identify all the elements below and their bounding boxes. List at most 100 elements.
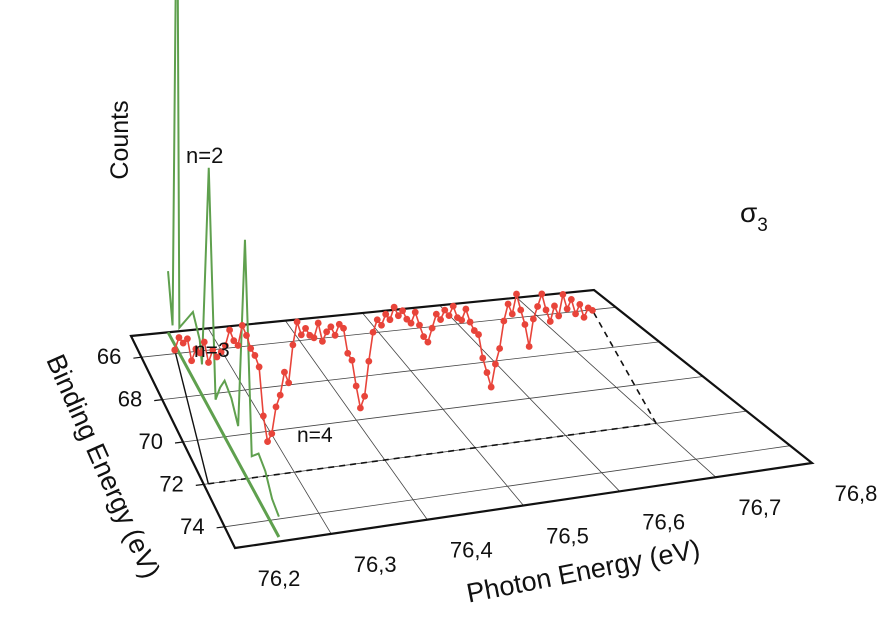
- sigma3-line: [173, 291, 593, 445]
- sigma3-point-57: [411, 308, 419, 316]
- grid-line-binding-1: [162, 341, 660, 400]
- photoelectron-spectrum: [166, 0, 281, 538]
- sigma3-point-21: [259, 412, 267, 420]
- sigma3-point-56: [407, 319, 415, 327]
- sigma3-point-18: [247, 345, 255, 352]
- sigma3-point-12: [221, 342, 229, 349]
- sigma3-point-96: [576, 300, 584, 308]
- tick-mark-binding-3: [195, 483, 204, 486]
- sigma3-point-27: [285, 379, 293, 387]
- sigma3-point-88: [542, 306, 550, 314]
- sigma3-point-15: [234, 342, 242, 349]
- sigma3-point-68: [458, 316, 466, 324]
- sigma3-point-90: [551, 302, 558, 310]
- sigma3-point-72: [475, 331, 482, 338]
- sigma3-point-22: [264, 438, 271, 446]
- sigma3-point-30: [297, 331, 305, 339]
- sigma3-point-82: [517, 306, 525, 314]
- sigma3-point-45: [361, 392, 369, 400]
- counts-axis-label: Counts: [106, 100, 134, 179]
- sigma3-point-44: [356, 404, 364, 412]
- sigma3-point-69: [462, 305, 470, 313]
- tick-mark-binding-4: [216, 526, 225, 529]
- sigma3-point-10: [213, 353, 221, 361]
- sigma3-point-52: [390, 303, 398, 311]
- sigma3-point-65: [445, 312, 453, 320]
- sigma3-point-36: [323, 328, 331, 336]
- sigma3-point-28: [289, 341, 297, 349]
- dashed-baseline: [208, 422, 657, 485]
- sigma3-point-1: [175, 334, 183, 341]
- tick-mark-binding-1: [154, 399, 163, 402]
- sigma3-point-66: [449, 302, 457, 310]
- photon-tick-label-5: 76,7: [738, 495, 781, 520]
- sigma3-point-99: [589, 306, 596, 314]
- sigma3-point-54: [399, 307, 406, 315]
- sigma3-point-95: [572, 310, 579, 318]
- photon-tick-label-4: 76,6: [642, 509, 685, 534]
- sigma3-point-79: [504, 300, 512, 308]
- sigma3-point-87: [538, 290, 546, 298]
- sigma3-point-3: [183, 335, 191, 343]
- sigma3-point-33: [310, 334, 318, 342]
- sigma3-point-75: [487, 383, 495, 391]
- sigma3-series: [171, 290, 596, 446]
- binding-energy-axis-label: Binding Energy (eV): [40, 350, 166, 583]
- sigma3-point-58: [416, 321, 423, 329]
- sigma3-point-55: [403, 315, 411, 323]
- binding-tick-label-0: 66: [97, 344, 121, 369]
- sigma3-point-46: [365, 357, 373, 365]
- sigma3-point-19: [251, 352, 259, 359]
- sigma3-point-6: [196, 349, 204, 357]
- sigma3-point-74: [483, 369, 491, 376]
- sigma3-point-38: [331, 331, 339, 339]
- tick-labels: 76,2 76,3 76,4 76,5 76,6 76,7 76,8 66 68 70 72 74: [97, 344, 877, 591]
- sigma3-point-2: [179, 339, 187, 347]
- sigma3-point-64: [441, 306, 449, 314]
- sigma3-point-83: [521, 321, 529, 328]
- sigma3-point-73: [479, 354, 487, 362]
- sigma3-point-48: [373, 316, 381, 324]
- sigma3-point-43: [352, 382, 360, 390]
- sigma3-point-9: [209, 346, 217, 354]
- sigma3-point-14: [230, 337, 238, 345]
- sigma3-point-78: [500, 317, 508, 325]
- binding-tick-label-3: 72: [159, 471, 183, 496]
- sigma3-point-97: [580, 313, 588, 321]
- sigma3-point-11: [217, 348, 225, 356]
- sigma3-point-37: [327, 323, 335, 331]
- sigma3-point-4: [188, 357, 196, 365]
- binding-tick-label-1: 68: [118, 387, 142, 412]
- tick-mark-binding-2: [174, 441, 184, 444]
- annotation-n4: n=4: [297, 424, 333, 447]
- sigma3-point-71: [470, 327, 478, 334]
- sigma3-point-16: [238, 322, 246, 329]
- sigma-symbol: σ: [740, 197, 757, 228]
- sigma3-point-85: [529, 315, 537, 323]
- photon-tick-label-6: 76,8: [835, 481, 878, 506]
- sigma3-point-23: [268, 430, 276, 438]
- sigma3-label: σ3: [740, 197, 768, 236]
- sigma3-point-50: [382, 310, 390, 318]
- tick-mark-binding-0: [133, 356, 142, 359]
- floor-outline: [129, 288, 815, 550]
- sigma3-point-7: [200, 338, 208, 346]
- sigma3-point-89: [546, 318, 554, 325]
- sigma3-point-20: [255, 363, 263, 371]
- sigma3-point-51: [386, 316, 394, 324]
- binding-tick-label-4: 74: [180, 514, 204, 539]
- grid-line-binding-4: [224, 445, 791, 528]
- dashed-guide: [174, 309, 657, 485]
- sigma3-point-8: [205, 359, 212, 366]
- photon-tick-label-2: 76,4: [450, 538, 493, 563]
- spectrum-line: [167, 0, 280, 517]
- riser-left: [174, 349, 210, 484]
- sigma3-point-86: [534, 303, 542, 310]
- sigma3-point-84: [525, 343, 533, 350]
- sigma3-point-49: [378, 321, 385, 329]
- annotation-n3: n=3: [194, 339, 230, 362]
- sigma3-point-0: [171, 346, 179, 354]
- sigma3-point-91: [555, 312, 563, 320]
- dashed-riser-right: [591, 309, 657, 424]
- sigma3-point-29: [293, 318, 301, 326]
